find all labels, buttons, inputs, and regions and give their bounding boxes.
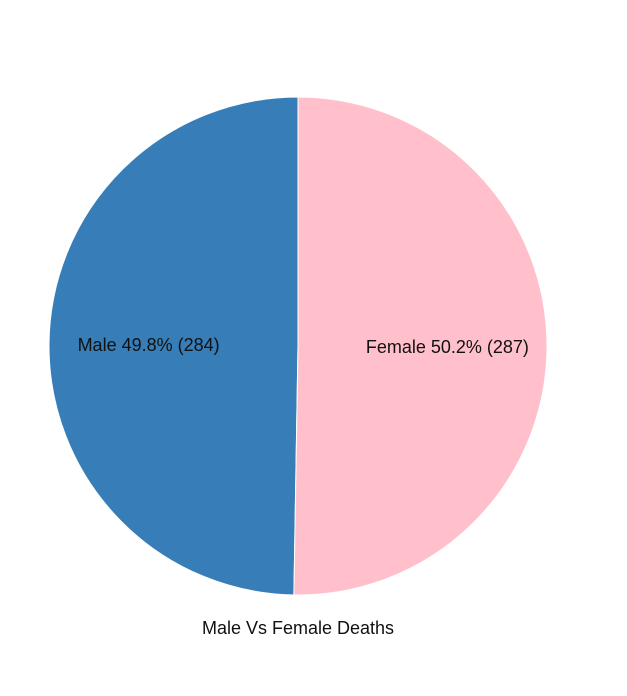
pie-slice-female xyxy=(293,96,548,596)
pie-slices xyxy=(48,96,548,596)
chart-title: Male Vs Female Deaths xyxy=(202,618,394,638)
pie-labels: Male 49.8% (284) Female 50.2% (287) xyxy=(78,335,529,357)
pie-label-male: Male 49.8% (284) xyxy=(78,335,220,355)
pie-slice-male xyxy=(48,96,299,596)
pie-label-female: Female 50.2% (287) xyxy=(366,337,529,357)
